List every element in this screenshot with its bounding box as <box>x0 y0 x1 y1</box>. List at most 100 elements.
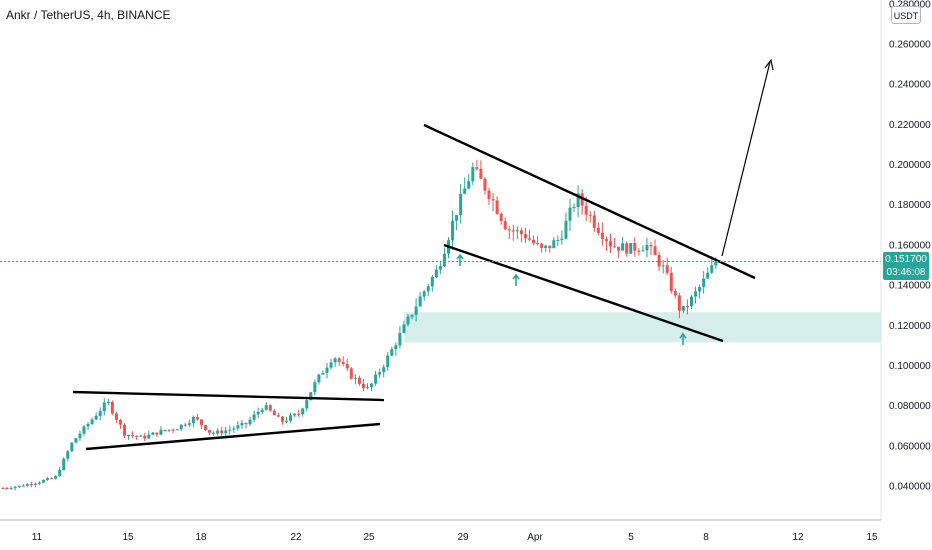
candle <box>321 370 325 375</box>
candle <box>665 257 669 275</box>
channel-lower-line[interactable] <box>443 243 724 343</box>
candle <box>58 467 62 477</box>
price-tick-label: 0.280000 <box>889 0 931 10</box>
candle <box>402 321 406 334</box>
candle <box>471 162 475 185</box>
candle <box>698 284 702 299</box>
candle <box>264 401 268 411</box>
price-tick-label: 0.080000 <box>889 401 931 412</box>
candle <box>272 409 276 416</box>
candle <box>681 306 685 314</box>
candle <box>268 404 272 412</box>
price-tick-label: 0.260000 <box>889 40 931 51</box>
candle <box>568 198 572 232</box>
candle <box>499 212 503 225</box>
candle <box>240 420 244 429</box>
time-tick-label: 11 <box>32 532 43 543</box>
time-axis[interactable]: 11 15 18 22 25 29 Apr 5 8 12 15 <box>32 532 878 543</box>
time-tick-label: 22 <box>290 532 302 543</box>
candle <box>248 416 252 426</box>
currency-badge[interactable]: USDT <box>891 6 921 24</box>
candle <box>580 188 584 215</box>
candle <box>78 430 82 441</box>
candle <box>260 408 264 415</box>
candle <box>633 237 637 257</box>
candle <box>110 400 114 416</box>
candle <box>301 407 305 417</box>
candle <box>625 241 629 257</box>
candle <box>228 425 232 435</box>
candle <box>123 423 126 439</box>
candle <box>159 426 163 436</box>
price-tick-label: 0.120000 <box>889 321 931 332</box>
candle <box>398 326 402 349</box>
candle <box>564 212 568 240</box>
candle <box>418 291 422 307</box>
price-tick-label: 0.240000 <box>889 80 931 91</box>
time-tick-label: 5 <box>628 532 634 543</box>
triangle-upper-line[interactable] <box>72 390 385 402</box>
candle <box>649 241 653 256</box>
candle <box>25 482 29 487</box>
candle <box>276 412 280 417</box>
candle <box>62 457 66 471</box>
candle <box>5 486 9 490</box>
price-tick-label: 0.200000 <box>889 160 931 171</box>
candle <box>204 424 207 431</box>
candle <box>313 379 317 396</box>
candle <box>479 160 483 179</box>
candle <box>139 434 143 437</box>
touch-arrow-1 <box>456 253 464 266</box>
price-tick-label: 0.100000 <box>889 361 931 372</box>
candle <box>42 479 45 483</box>
candle <box>523 227 527 243</box>
candle <box>621 236 625 251</box>
candle <box>548 245 552 253</box>
candle <box>515 226 519 240</box>
candle <box>374 370 378 386</box>
candle <box>503 217 507 231</box>
candle <box>536 236 540 246</box>
candle <box>653 239 657 256</box>
candle <box>135 435 139 440</box>
candle <box>236 421 240 431</box>
last-price-label: 0.151700 03:46:08 <box>883 252 929 280</box>
triangle-lower-line[interactable] <box>85 422 381 451</box>
candle <box>507 225 511 240</box>
candle <box>94 412 98 421</box>
candle <box>37 481 41 486</box>
candle <box>341 356 345 367</box>
time-tick-label: 8 <box>703 532 709 543</box>
candle <box>208 429 212 436</box>
price-axis[interactable]: 0.040000 0.060000 0.080000 0.100000 0.120000… <box>889 0 931 493</box>
price-tick-label: 0.040000 <box>889 482 931 493</box>
candle <box>390 346 394 357</box>
candle <box>29 481 33 488</box>
candle <box>179 424 183 432</box>
candle <box>305 398 309 412</box>
candle <box>191 415 195 428</box>
candle <box>289 412 293 423</box>
candle <box>297 409 301 417</box>
price-tick-label: 0.220000 <box>889 120 931 131</box>
candle <box>459 184 463 224</box>
candle <box>167 429 171 433</box>
candle <box>511 225 515 241</box>
candle <box>361 378 365 392</box>
candle <box>641 245 645 252</box>
candle <box>280 415 284 425</box>
candle <box>50 477 54 480</box>
candle <box>232 426 236 433</box>
candle <box>293 412 297 417</box>
candle <box>317 373 321 385</box>
candle <box>163 429 167 432</box>
candle <box>175 428 179 431</box>
candle <box>645 237 649 258</box>
candle <box>195 414 199 421</box>
candle <box>54 475 58 480</box>
trendlines[interactable] <box>72 123 756 451</box>
projection-arrow[interactable] <box>721 58 774 257</box>
candle <box>329 358 333 370</box>
channel-upper-line[interactable] <box>423 123 756 280</box>
